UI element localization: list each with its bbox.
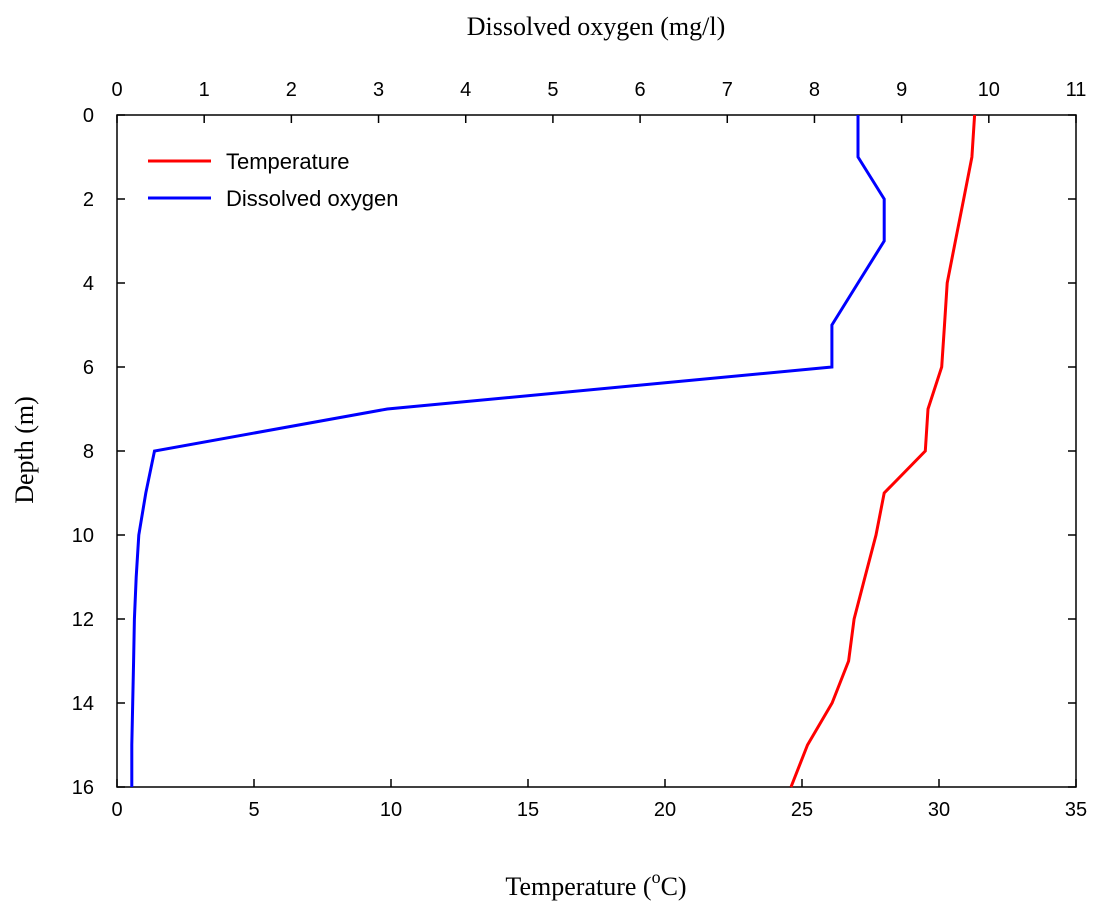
y-axis-tick-label: 4 <box>83 273 94 295</box>
bottom-axis-tick-label: 15 <box>517 799 539 821</box>
bottom-axis-tick-label: 20 <box>654 799 676 821</box>
series-line-temperature <box>789 114 977 788</box>
bottom-axis-tick-label: 0 <box>111 799 122 821</box>
y-axis-tick-label: 2 <box>83 189 94 211</box>
bottom-axis-tick-label: 30 <box>928 799 950 821</box>
bottom-axis-tick-label: 25 <box>791 799 813 821</box>
legend-label-temperature: Temperature <box>226 149 350 174</box>
y-axis-tick-label: 0 <box>83 105 94 127</box>
top-axis-tick-label: 9 <box>896 79 907 101</box>
top-axis-tick-label: 5 <box>547 79 558 101</box>
y-axis-tick-label: 10 <box>72 525 94 547</box>
ticks-layer: 0 5 10 15 20 25 30 350 1 2 3 4 5 6 7 8 9 10 11024681012141… <box>72 79 1087 821</box>
y-axis-title: Depth (m) <box>10 396 39 504</box>
top-axis-tick-label: 4 <box>460 79 471 101</box>
bottom-axis-title-main: Temperature ( <box>505 872 651 901</box>
y-axis-tick-label: 8 <box>83 441 94 463</box>
top-axis-tick-label: 6 <box>635 79 646 101</box>
plot-frame <box>116 114 1077 788</box>
bottom-axis-tick-label: 10 <box>380 799 402 821</box>
top-axis-tick-label: 3 <box>373 79 384 101</box>
legend-label-dissolved-oxygen: Dissolved oxygen <box>226 186 398 211</box>
bottom-axis-title-end: C) <box>661 872 687 901</box>
bottom-axis-title-superscript: o <box>652 867 661 887</box>
legend: Temperature Dissolved oxygen <box>148 149 398 211</box>
top-axis-tick-label: 2 <box>286 79 297 101</box>
bottom-axis-tick-label: 35 <box>1065 799 1087 821</box>
series-layer <box>130 114 977 788</box>
y-axis-tick-label: 6 <box>83 357 94 379</box>
top-axis-tick-label: 7 <box>722 79 733 101</box>
top-axis-tick-label: 1 <box>199 79 210 101</box>
top-axis-tick-label: 10 <box>978 79 1000 101</box>
bottom-axis-tick-label: 5 <box>248 799 259 821</box>
top-axis-tick-label: 8 <box>809 79 820 101</box>
y-axis-tick-label: 16 <box>72 777 94 799</box>
top-axis-tick-label: 0 <box>111 79 122 101</box>
y-axis-tick-label: 12 <box>72 609 94 631</box>
bottom-axis-title: Temperature (oC) <box>505 867 686 901</box>
top-axis-tick-label: 11 <box>1066 79 1087 101</box>
y-axis-tick-label: 14 <box>72 693 94 715</box>
series-line-dissolved-oxygen <box>130 115 886 787</box>
top-axis-title: Dissolved oxygen (mg/l) <box>467 12 726 41</box>
